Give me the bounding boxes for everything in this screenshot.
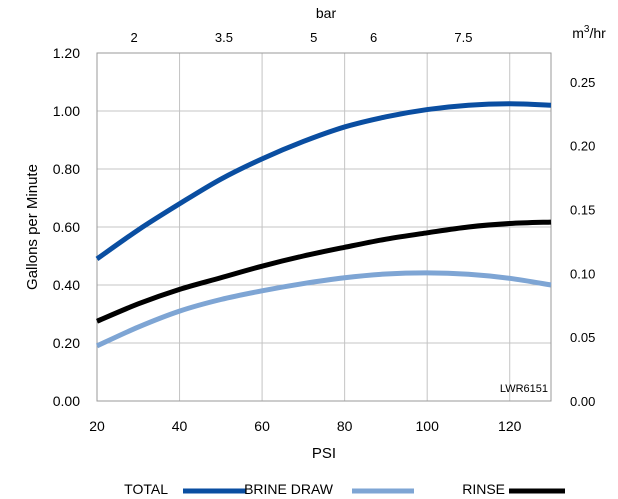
x-axis-title: PSI bbox=[312, 445, 336, 462]
right-axis-title: m3/hr bbox=[572, 24, 606, 41]
y-tick-label: 1.20 bbox=[53, 45, 80, 61]
y-tick-label: 0.60 bbox=[53, 219, 80, 235]
y-tick-label: 0.20 bbox=[53, 335, 80, 351]
right-tick-label: 0.10 bbox=[570, 266, 595, 281]
series-line-total bbox=[95, 101, 552, 261]
top-tick-label: 2 bbox=[131, 30, 138, 45]
top-tick-label: 5 bbox=[310, 30, 317, 45]
top-tick-label: 3.5 bbox=[215, 30, 233, 45]
x-tick-label: 120 bbox=[498, 418, 522, 434]
legend-label-rinse: RINSE bbox=[462, 481, 505, 497]
y-tick-label: 0.80 bbox=[53, 161, 80, 177]
x-tick-label: 20 bbox=[89, 418, 105, 434]
x-tick-label: 40 bbox=[172, 418, 188, 434]
series-line-brine-draw bbox=[95, 270, 552, 349]
series-line-rinse bbox=[96, 219, 552, 324]
y-axis-title: Gallons per Minute bbox=[24, 164, 41, 290]
legend-label-brine-draw: BRINE DRAW bbox=[244, 481, 334, 497]
right-tick-label: 0.20 bbox=[570, 139, 595, 154]
plot-frame bbox=[96, 52, 552, 402]
legend-label-total: TOTAL bbox=[124, 481, 168, 497]
right-tick-label: 0.25 bbox=[570, 75, 595, 90]
top-axis-title: bar bbox=[316, 5, 337, 21]
right-tick-label: 0.00 bbox=[570, 394, 595, 409]
legend: TOTAL BRINE DRAW RINSE bbox=[124, 481, 565, 497]
y-tick-label: 0.40 bbox=[53, 277, 80, 293]
series-lines bbox=[95, 101, 552, 349]
chart-code-annotation: LWR6151 bbox=[500, 383, 548, 395]
top-tick-label: 6 bbox=[370, 30, 377, 45]
top-tick-label: 7.5 bbox=[454, 30, 472, 45]
y-tick-label: 1.00 bbox=[53, 103, 80, 119]
x-tick-label: 100 bbox=[416, 418, 440, 434]
x-tick-label: 60 bbox=[254, 418, 270, 434]
x-tick-label: 80 bbox=[337, 418, 353, 434]
tick-labels: 20 40 60 80 100 120 0.00 0.20 0.40 0.60 0.80 1.00 1.… bbox=[53, 30, 596, 434]
y-tick-label: 0.00 bbox=[53, 393, 80, 409]
right-tick-label: 0.05 bbox=[570, 330, 595, 345]
right-tick-label: 0.15 bbox=[570, 202, 595, 217]
